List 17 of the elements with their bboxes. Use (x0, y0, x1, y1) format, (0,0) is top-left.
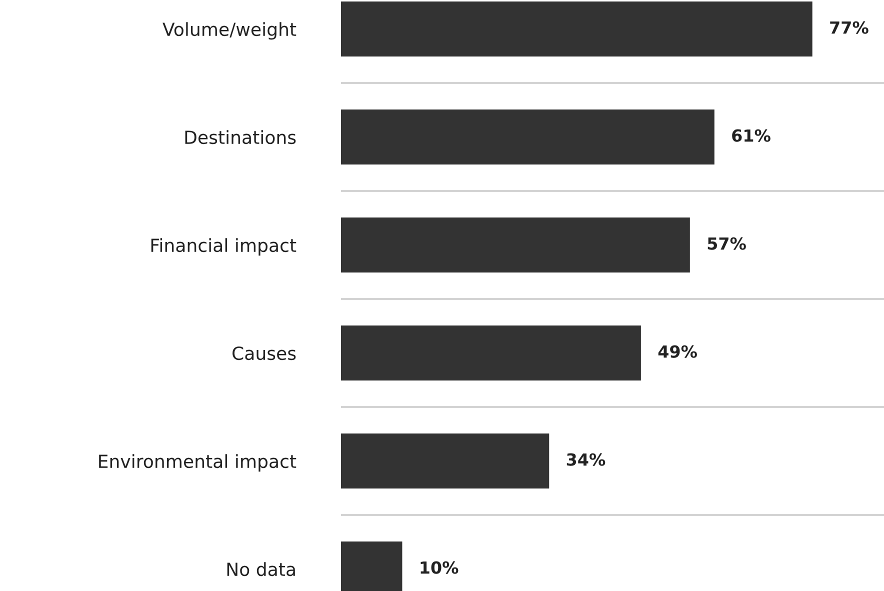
bar (341, 325, 641, 381)
bar (341, 1, 812, 57)
y-tick-label: Volume/weight (162, 22, 296, 40)
data-label: 57% (708, 237, 746, 250)
data-label: 34% (566, 453, 606, 466)
data-label: 10% (420, 561, 458, 574)
y-tick-label: Causes (232, 346, 296, 360)
y-tick-label: Environmental impact (99, 454, 296, 472)
data-label: 77% (830, 21, 868, 34)
bar (341, 433, 550, 489)
data-label: 61% (732, 129, 770, 142)
y-tick-label: No data (227, 562, 295, 576)
y-tick-label: Financial impact (151, 238, 296, 256)
data-label: 49% (658, 345, 697, 358)
bar (341, 109, 714, 165)
y-tick-label: Destinations (185, 130, 296, 144)
bar (341, 217, 690, 273)
